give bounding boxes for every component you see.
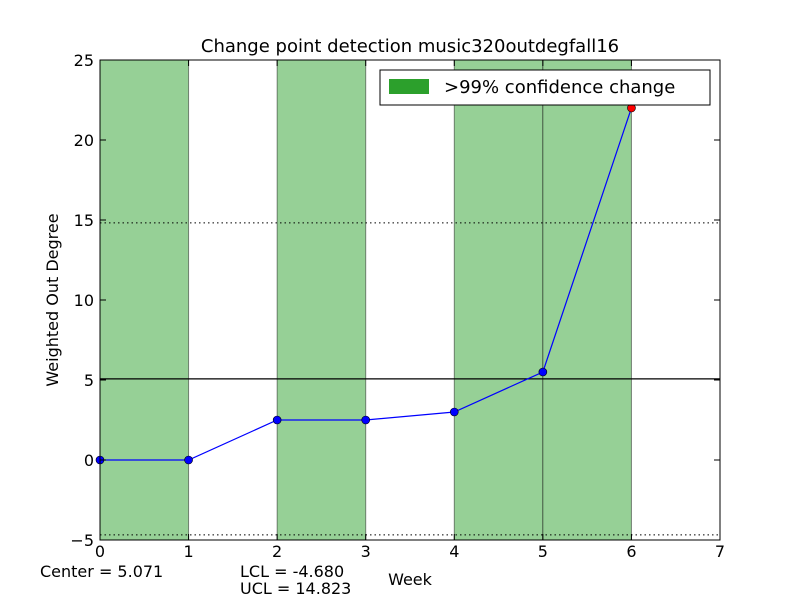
x-tick-label-2: 2 [272,542,282,561]
y-tick-label-4: 15 [74,211,94,230]
x-axis-label: Week [388,570,433,589]
data-point-4 [449,407,459,417]
legend: >99% confidence change [379,69,711,106]
data-point-3 [361,415,371,425]
data-point-1 [184,455,193,465]
data-point-5 [538,367,548,377]
x-tick-label-5: 5 [538,542,548,561]
y-axis-label: Weighted Out Degree [43,213,62,386]
data-point-2 [272,415,282,425]
legend-patch [389,79,429,94]
x-tick-label-3: 3 [361,542,371,561]
ucl-annotation: UCL = 14.823 [240,579,351,598]
y-tick-label-5: 20 [74,131,94,150]
x-tick-label-6: 6 [626,542,636,561]
change-region-3 [542,59,632,541]
center-annotation: Center = 5.071 [40,562,163,581]
x-tick-label-0: 0 [95,542,105,561]
y-tick-label-3: 10 [74,291,94,310]
y-tick-label-0: −5 [70,531,94,550]
legend-box [379,69,711,106]
x-tick-label-4: 4 [449,542,459,561]
x-tick-label-1: 1 [183,542,193,561]
lcl-annotation: LCL = -4.680 [240,562,344,581]
change-region-0 [99,59,190,541]
chart-title: Change point detection music320outdegfal… [201,36,619,57]
change-region-2 [453,59,544,541]
change-region-1 [276,59,367,541]
x-tick-label-7: 7 [715,542,725,561]
y-tick-label-2: 5 [84,371,94,390]
y-tick-label-1: 0 [84,451,94,470]
legend-label: >99% confidence change [444,77,675,98]
y-tick-label-6: 25 [74,51,94,70]
